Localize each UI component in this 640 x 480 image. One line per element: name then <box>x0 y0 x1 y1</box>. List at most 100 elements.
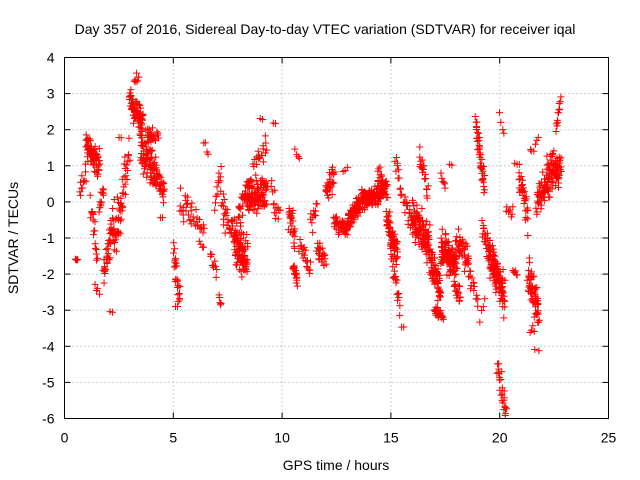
data-point <box>77 191 85 199</box>
data-point <box>73 256 81 264</box>
data-point <box>138 115 146 123</box>
data-point <box>389 263 397 271</box>
data-point <box>386 208 394 216</box>
data-point <box>554 175 562 183</box>
data-point <box>418 156 426 164</box>
data-point <box>216 173 224 181</box>
data-point <box>321 251 329 259</box>
data-point <box>377 172 385 180</box>
tick-labels: 0 5 10 15 20 25 -6 -5 -4 -3 -2 -1 0 1 2 3 4 <box>42 50 616 446</box>
data-point <box>406 206 414 214</box>
data-point <box>519 191 527 199</box>
data-point <box>243 230 251 238</box>
data-point <box>96 204 104 212</box>
data-point <box>376 163 384 171</box>
data-point <box>333 213 341 221</box>
data-point <box>557 154 565 162</box>
data-point <box>262 149 270 157</box>
data-point <box>394 162 402 170</box>
data-point <box>396 311 404 319</box>
data-point <box>260 191 268 199</box>
x-tick-label: 5 <box>169 430 177 446</box>
data-point <box>263 200 271 208</box>
data-point <box>213 266 221 274</box>
y-tick-label: 3 <box>47 86 55 102</box>
data-point <box>211 257 219 265</box>
data-point <box>512 267 520 275</box>
data-point <box>470 282 478 290</box>
data-point <box>86 135 94 143</box>
data-point <box>382 182 390 190</box>
data-point <box>346 223 354 231</box>
data-point <box>546 193 554 201</box>
data-point <box>374 177 382 185</box>
data-point <box>295 154 303 162</box>
data-point <box>555 153 563 161</box>
data-point <box>117 134 125 142</box>
data-point <box>501 276 509 284</box>
data-point <box>94 170 102 178</box>
data-point <box>91 240 99 248</box>
x-tick-label: 0 <box>61 430 69 446</box>
y-tick-label: 4 <box>47 50 55 66</box>
data-point <box>82 177 90 185</box>
data-point <box>116 229 124 237</box>
data-point <box>184 193 192 201</box>
data-point <box>137 116 145 124</box>
data-point <box>541 196 549 204</box>
data-point <box>533 308 541 316</box>
data-point <box>235 213 243 221</box>
data-point <box>106 239 114 247</box>
data-point <box>289 206 297 214</box>
data-point <box>393 237 401 245</box>
data-point <box>509 203 517 211</box>
data-point <box>139 110 147 118</box>
data-point <box>253 209 261 217</box>
x-axis-label: GPS time / hours <box>283 457 390 473</box>
data-point <box>464 252 472 260</box>
data-point <box>521 196 529 204</box>
data-point <box>434 265 442 273</box>
data-point <box>531 140 539 148</box>
data-point <box>445 272 453 280</box>
data-point <box>490 252 498 260</box>
data-point <box>229 222 237 230</box>
data-point <box>501 404 509 412</box>
data-point <box>411 239 419 247</box>
data-point <box>220 195 228 203</box>
data-point <box>121 190 129 198</box>
data-point <box>183 201 191 209</box>
data-point <box>474 129 482 137</box>
data-point <box>519 181 527 189</box>
data-point <box>91 218 99 226</box>
y-tick-label: 1 <box>47 158 55 174</box>
data-point <box>82 168 90 176</box>
data-point <box>474 295 482 303</box>
data-point <box>309 228 317 236</box>
data-point <box>253 160 261 168</box>
data-point <box>171 245 179 253</box>
data-point <box>258 175 266 183</box>
data-point <box>274 215 282 223</box>
data-point <box>526 259 534 267</box>
data-point <box>500 129 508 137</box>
data-point <box>527 289 535 297</box>
data-point <box>199 229 207 237</box>
data-point <box>556 98 564 106</box>
data-point <box>480 225 488 233</box>
data-point <box>401 193 409 201</box>
data-point <box>243 256 251 264</box>
data-point <box>533 136 541 144</box>
data-point <box>211 262 219 270</box>
data-point <box>432 261 440 269</box>
data-point <box>152 136 160 144</box>
data-point <box>88 209 96 217</box>
data-point <box>386 219 394 227</box>
data-point <box>436 288 444 296</box>
data-point <box>174 302 182 310</box>
data-point <box>434 280 442 288</box>
y-tick-label: -3 <box>42 302 55 318</box>
data-point <box>501 297 509 305</box>
data-point <box>416 213 424 221</box>
data-point <box>137 104 145 112</box>
